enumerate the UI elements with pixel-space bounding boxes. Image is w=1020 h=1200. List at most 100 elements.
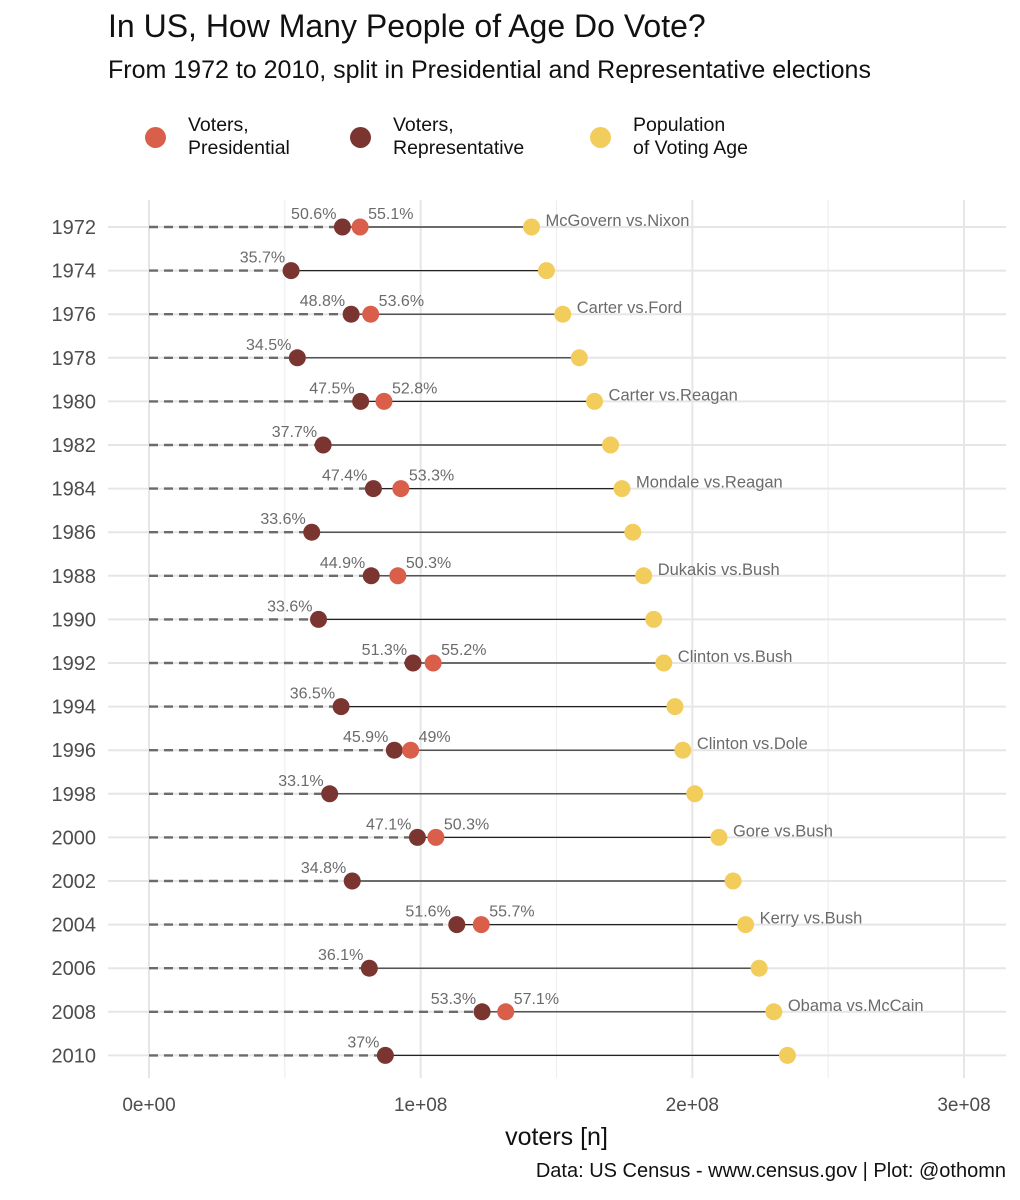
point-representative xyxy=(288,349,306,367)
point-presidential xyxy=(402,741,420,759)
point-representative xyxy=(314,436,332,454)
label-election: Carter vs.Reagan xyxy=(609,386,738,404)
label-representative-pct: 36.5% xyxy=(290,686,335,703)
point-population xyxy=(666,698,684,716)
label-presidential-pct: 49% xyxy=(419,729,451,746)
label-election: Clinton vs.Bush xyxy=(678,648,793,666)
chart-subtitle: From 1972 to 2010, split in Presidential… xyxy=(108,56,871,84)
point-population xyxy=(586,392,604,410)
label-representative-pct: 47.5% xyxy=(309,380,354,397)
point-representative xyxy=(282,262,300,280)
point-population xyxy=(674,741,692,759)
point-presidential xyxy=(497,1003,515,1021)
y-tick-label: 2000 xyxy=(52,827,97,849)
y-tick-label: 1974 xyxy=(52,261,97,283)
y-tick-label: 1980 xyxy=(52,391,97,413)
x-tick-label: 0e+00 xyxy=(122,1095,175,1116)
point-representative xyxy=(360,959,378,977)
point-population xyxy=(655,654,673,672)
label-representative-pct: 37.7% xyxy=(272,424,317,441)
y-tick-label: 1996 xyxy=(52,740,97,762)
point-representative xyxy=(342,305,360,323)
label-representative-pct: 34.8% xyxy=(301,860,346,877)
point-representative xyxy=(321,785,339,803)
y-tick-label: 1982 xyxy=(52,435,97,457)
point-representative xyxy=(303,523,321,541)
point-population xyxy=(750,959,768,977)
legend-item-representative: Voters, Representative xyxy=(350,114,568,160)
y-tick-label: 2002 xyxy=(52,871,97,893)
point-population xyxy=(570,349,588,367)
label-election: Clinton vs.Dole xyxy=(697,735,808,753)
x-axis-label: voters [n] xyxy=(505,1123,608,1151)
y-tick-label: 2008 xyxy=(52,1002,97,1024)
point-representative xyxy=(404,654,422,672)
point-presidential xyxy=(351,218,369,236)
chart-title: In US, How Many People of Age Do Vote? xyxy=(108,8,706,44)
chart-caption: Data: US Census - www.census.gov | Plot:… xyxy=(535,1160,1006,1182)
legend-label-presidential: Voters, Presidential xyxy=(188,114,290,159)
label-presidential-pct: 50.3% xyxy=(444,816,489,833)
label-presidential-pct: 50.3% xyxy=(406,555,451,572)
y-tick-label: 1972 xyxy=(52,217,97,239)
y-tick-label: 2010 xyxy=(52,1045,97,1067)
point-population xyxy=(602,436,620,454)
legend-item-presidential: Voters, Presidential xyxy=(145,114,328,160)
label-election: Carter vs.Ford xyxy=(577,299,682,317)
label-election: Obama vs.McCain xyxy=(788,997,924,1015)
legend-swatch-representative xyxy=(350,126,371,148)
label-presidential-pct: 53.3% xyxy=(409,468,454,485)
y-tick-label: 1978 xyxy=(52,348,97,370)
label-representative-pct: 36.1% xyxy=(318,947,363,964)
y-tick-label: 1994 xyxy=(52,697,97,719)
y-tick-label: 1990 xyxy=(52,609,97,631)
point-presidential xyxy=(472,916,490,934)
label-presidential-pct: 55.2% xyxy=(441,642,486,659)
label-representative-pct: 44.9% xyxy=(320,555,365,572)
point-population xyxy=(537,262,555,280)
point-population xyxy=(523,218,541,236)
point-population xyxy=(635,567,653,585)
point-population xyxy=(613,480,631,498)
label-representative-pct: 51.6% xyxy=(405,904,450,921)
label-representative-pct: 33.6% xyxy=(267,598,312,615)
label-election: Gore vs.Bush xyxy=(733,822,833,840)
y-tick-label: 2004 xyxy=(52,915,97,937)
point-population xyxy=(710,828,728,846)
point-population xyxy=(645,610,663,628)
y-tick-label: 1998 xyxy=(52,784,97,806)
point-population xyxy=(765,1003,783,1021)
x-tick-label: 3e+08 xyxy=(937,1095,990,1116)
y-tick-label: 2006 xyxy=(52,958,97,980)
y-tick-label: 1976 xyxy=(52,304,97,326)
point-population xyxy=(724,872,742,890)
point-representative xyxy=(332,698,350,716)
label-representative-pct: 48.8% xyxy=(300,293,345,310)
label-presidential-pct: 55.1% xyxy=(368,206,413,223)
point-presidential xyxy=(392,480,410,498)
legend-label-population: Population of Voting Age xyxy=(633,114,748,159)
label-election: Kerry vs.Bush xyxy=(760,910,863,928)
label-representative-pct: 34.5% xyxy=(246,337,291,354)
point-presidential xyxy=(375,392,393,410)
point-population xyxy=(686,785,704,803)
point-representative xyxy=(343,872,361,890)
label-presidential-pct: 57.1% xyxy=(514,991,559,1008)
label-election: McGovern vs.Nixon xyxy=(546,212,690,230)
point-representative xyxy=(376,1046,394,1064)
point-representative xyxy=(408,828,426,846)
point-population xyxy=(778,1046,796,1064)
y-tick-label: 1986 xyxy=(52,522,97,544)
y-tick-label: 1992 xyxy=(52,653,97,675)
point-representative xyxy=(333,218,351,236)
y-tick-label: 1984 xyxy=(52,479,97,501)
point-representative xyxy=(310,610,328,628)
x-tick-label: 2e+08 xyxy=(666,1095,719,1116)
label-representative-pct: 37% xyxy=(347,1034,379,1051)
point-representative xyxy=(385,741,403,759)
label-representative-pct: 45.9% xyxy=(343,729,388,746)
legend-item-population: Population of Voting Age xyxy=(590,114,803,160)
label-representative-pct: 53.3% xyxy=(431,991,476,1008)
point-presidential xyxy=(362,305,380,323)
